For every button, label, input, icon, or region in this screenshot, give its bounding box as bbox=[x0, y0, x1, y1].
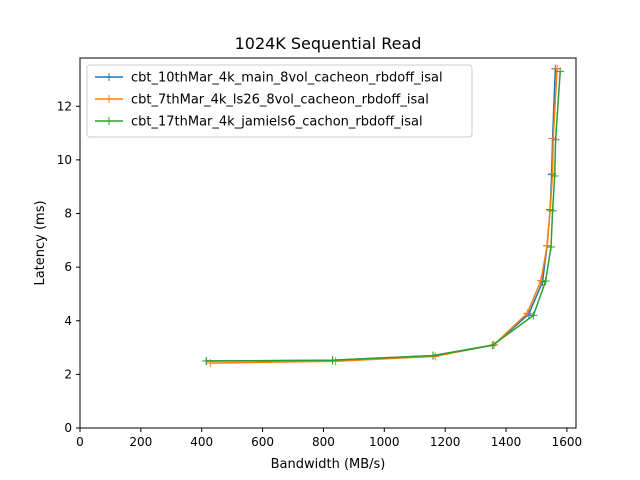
x-tick-label: 1200 bbox=[430, 435, 461, 449]
y-tick-label: 10 bbox=[57, 153, 72, 167]
legend-label: cbt_10thMar_4k_main_8vol_cacheon_rbdoff_… bbox=[131, 71, 443, 86]
x-tick-label: 1600 bbox=[552, 435, 583, 449]
x-tick-label: 1000 bbox=[369, 435, 400, 449]
data-point bbox=[551, 135, 560, 144]
data-point bbox=[428, 351, 437, 360]
data-point bbox=[548, 206, 557, 215]
x-tick-label: 0 bbox=[76, 435, 84, 449]
x-tick-label: 200 bbox=[129, 435, 152, 449]
legend-label: cbt_17thMar_4k_jamiels6_cachon_rbdoff_is… bbox=[131, 115, 423, 130]
y-tick-label: 8 bbox=[64, 207, 72, 221]
y-tick-label: 4 bbox=[64, 314, 72, 328]
data-point bbox=[543, 241, 552, 250]
legend-box bbox=[86, 64, 473, 138]
y-tick-label: 6 bbox=[64, 260, 72, 274]
data-point bbox=[488, 341, 497, 350]
legend-item: cbt_7thMar_4k_ls26_8vol_cacheon_rbdoff_i… bbox=[95, 93, 429, 108]
x-tick-label: 600 bbox=[251, 435, 274, 449]
legend-item: cbt_17thMar_4k_jamiels6_cachon_rbdoff_is… bbox=[95, 115, 423, 130]
x-tick-label: 800 bbox=[312, 435, 335, 449]
y-tick-label: 0 bbox=[64, 421, 72, 435]
data-point bbox=[202, 356, 211, 365]
data-point bbox=[529, 311, 538, 320]
data-point bbox=[537, 276, 546, 285]
y-axis-label: Latency (ms) bbox=[33, 200, 48, 285]
y-tick-label: 12 bbox=[57, 99, 72, 113]
y-tick-label: 2 bbox=[64, 367, 72, 381]
plot-frame bbox=[79, 57, 577, 429]
chart-title: 1024K Sequential Read bbox=[235, 34, 422, 53]
data-point bbox=[523, 309, 532, 318]
data-point bbox=[328, 356, 337, 365]
x-axis-label: Bandwidth (MB/s) bbox=[271, 457, 386, 472]
legend-label: cbt_7thMar_4k_ls26_8vol_cacheon_rbdoff_i… bbox=[131, 93, 429, 108]
legend-item: cbt_10thMar_4k_main_8vol_cacheon_rbdoff_… bbox=[95, 71, 443, 86]
data-point bbox=[541, 277, 550, 286]
data-point bbox=[556, 67, 565, 76]
data-point bbox=[431, 352, 440, 361]
x-tick-label: 1400 bbox=[491, 435, 522, 449]
data-point bbox=[547, 243, 556, 252]
x-tick-label: 400 bbox=[190, 435, 213, 449]
data-point bbox=[550, 171, 559, 180]
